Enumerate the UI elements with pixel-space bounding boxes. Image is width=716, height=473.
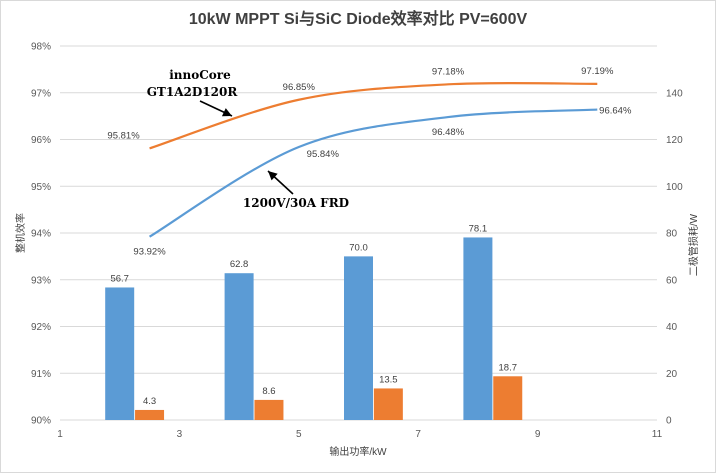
bar-data-label: 78.1 — [469, 223, 488, 234]
annotations-group: innoCore GT1A2D120R 1200V/30A FRD — [147, 68, 349, 210]
annotation-label: innoCore — [169, 68, 231, 82]
y-right-tick-label: 20 — [666, 369, 678, 380]
x-axis-title: 输出功率/kW — [329, 445, 387, 458]
line-data-label: 93.92% — [133, 247, 166, 258]
bar — [344, 256, 373, 420]
bar-data-label: 13.5 — [379, 374, 398, 385]
bar-data-label: 18.7 — [499, 362, 518, 373]
line-data-label: 96.85% — [283, 82, 316, 93]
y-right-axis-title: 二极管损耗/W — [687, 213, 700, 276]
y-right-tick-label: 80 — [666, 229, 678, 240]
bar — [224, 273, 254, 420]
line-data-label: 96.64% — [599, 106, 632, 117]
bar-data-label: 8.6 — [262, 386, 275, 397]
y-left-axis-title: 整机效率 — [14, 213, 27, 253]
y-left-tick-label: 96% — [31, 135, 51, 146]
line-series — [149, 81, 598, 150]
line-data-label: 97.18% — [432, 66, 465, 77]
y-left-tick-label: 91% — [31, 369, 51, 380]
y-left-tick-label: 98% — [31, 42, 51, 53]
bar — [105, 287, 135, 420]
x-tick-label: 11 — [652, 429, 663, 440]
bar-data-label: 4.3 — [143, 396, 156, 407]
chart-title: 10kW MPPT Si与SiC Diode效率对比 PV=600V — [189, 9, 528, 28]
line-data-label: 95.84% — [307, 149, 340, 160]
line-series-group — [148, 81, 598, 238]
annotation-label: 1200V/30A FRD — [243, 196, 349, 210]
y-left-tick-label: 95% — [31, 182, 51, 193]
bar-data-label: 70.0 — [349, 242, 368, 253]
annotation-arrow-head — [268, 171, 278, 181]
annotation-label: GT1A2D120R — [147, 85, 239, 99]
x-tick-label: 9 — [535, 429, 541, 440]
x-tick-label: 1 — [57, 429, 63, 440]
bar-data-label: 56.7 — [110, 273, 129, 284]
line-data-label: 97.19% — [581, 66, 614, 77]
y-right-tick-label: 0 — [666, 416, 672, 427]
line-data-label: 95.81% — [107, 130, 140, 141]
y-left-tick-label: 93% — [31, 275, 51, 286]
y-right-tick-label: 60 — [666, 275, 678, 286]
bar-data-label: 62.8 — [230, 259, 249, 270]
bar — [373, 388, 403, 420]
x-tick-label: 7 — [415, 429, 421, 440]
y-left-tick-label: 92% — [31, 322, 51, 333]
bar — [463, 237, 493, 420]
bar — [254, 399, 284, 420]
y-right-tick-label: 40 — [666, 322, 678, 333]
data-labels-group: 56.7 62.8 70.0 78.1 4.3 8.6 13.5 18.7 95.81% 96.8… — [107, 66, 632, 407]
annotation-arrow-head — [221, 108, 232, 117]
tick-labels-group: 90% 91% 92% 93% 94% 95% 96% 97% 98% 0 20 40 60 80 100 1… — [31, 42, 683, 441]
y-right-tick-label: 100 — [666, 182, 683, 193]
bar — [493, 376, 523, 420]
y-left-tick-label: 94% — [31, 229, 51, 240]
line-series — [148, 108, 598, 238]
y-left-tick-label: 97% — [31, 88, 51, 99]
bar — [135, 409, 165, 420]
x-tick-label: 3 — [177, 429, 183, 440]
y-left-tick-label: 90% — [31, 416, 51, 427]
x-tick-label: 5 — [296, 429, 302, 440]
line-data-label: 96.48% — [432, 127, 465, 138]
bar-series-group — [105, 237, 523, 420]
y-right-tick-label: 120 — [666, 135, 683, 146]
y-right-tick-label: 140 — [666, 88, 683, 99]
